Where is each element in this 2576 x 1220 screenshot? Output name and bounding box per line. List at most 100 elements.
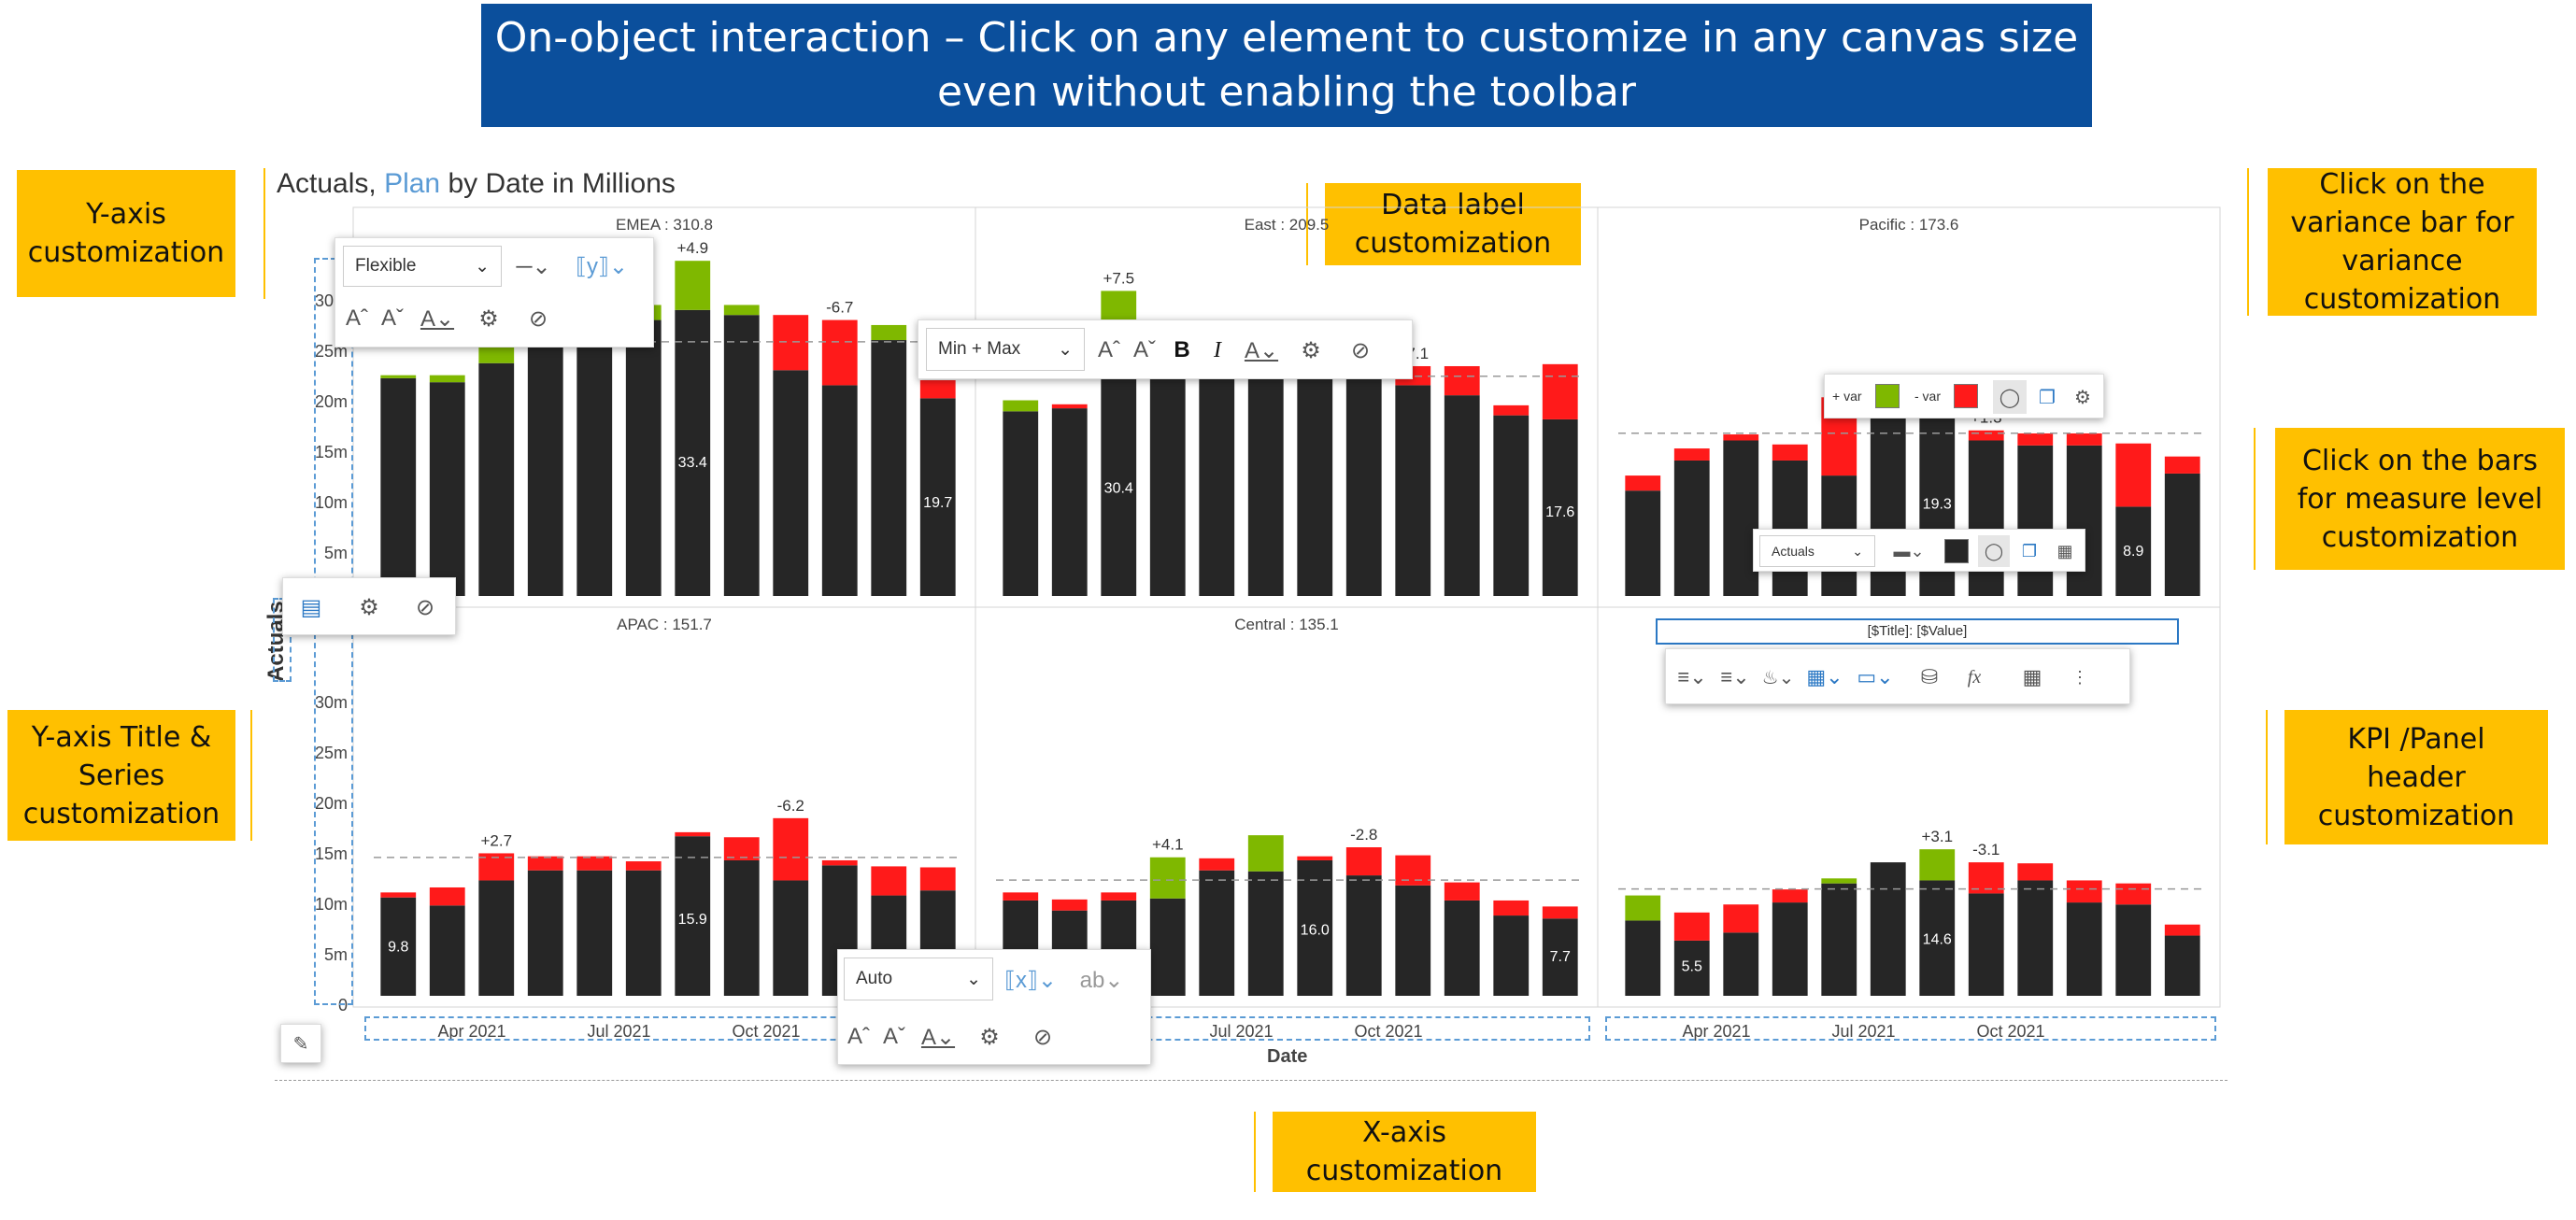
negative-variance-bar[interactable]	[1723, 434, 1759, 441]
actual-bar[interactable]	[1101, 365, 1137, 596]
actual-bar[interactable]	[625, 870, 662, 996]
actual-bar[interactable]	[1247, 365, 1284, 596]
positive-variance-bar[interactable]	[429, 375, 465, 383]
series-icon[interactable]: ▤	[300, 594, 322, 620]
negative-variance-bar[interactable]	[1625, 475, 1661, 491]
negative-variance-bar[interactable]	[380, 892, 417, 898]
variance-data-label[interactable]: +4.1	[1152, 836, 1184, 854]
negative-variance-bar[interactable]	[919, 867, 956, 891]
variance-data-label[interactable]: -6.2	[777, 797, 804, 815]
ruler-icon[interactable]: ─⌄	[516, 253, 551, 279]
panel-title[interactable]: Central : 135.1	[1234, 616, 1339, 633]
negative-variance-bar[interactable]	[1772, 889, 1808, 903]
actual-bar[interactable]	[675, 836, 711, 996]
actual-bar[interactable]	[1395, 885, 1431, 996]
actual-bar[interactable]	[1493, 415, 1530, 596]
negative-variance-bar[interactable]	[1542, 906, 1578, 919]
negative-variance-bar[interactable]	[821, 859, 858, 866]
variance-data-label[interactable]: +4.9	[676, 239, 708, 257]
actual-bar[interactable]	[576, 336, 613, 596]
negative-variance-bar[interactable]	[1542, 363, 1578, 419]
actual-bar[interactable]	[2066, 445, 2102, 596]
positive-variance-bar[interactable]	[1149, 857, 1186, 899]
actual-bar[interactable]	[2164, 473, 2200, 596]
negative-variance-bar[interactable]	[2115, 443, 2152, 507]
drag-handle-icon[interactable]: ⋮	[2071, 667, 2088, 687]
negative-variance-bar[interactable]	[675, 831, 711, 837]
negative-variance-bar[interactable]	[919, 380, 956, 399]
actual-bar[interactable]	[919, 398, 956, 596]
actual-bar[interactable]	[380, 897, 417, 996]
positive-variance-bar[interactable]	[380, 375, 417, 378]
formula-icon[interactable]: fx	[1967, 666, 1982, 688]
bar-value-label[interactable]: 7.7	[1550, 949, 1571, 965]
positive-variance-bar[interactable]	[723, 305, 760, 316]
positive-variance-bar[interactable]	[675, 261, 711, 310]
x-tick-label[interactable]: Oct 2021	[1354, 1022, 1422, 1041]
actual-bar[interactable]	[1199, 870, 1235, 996]
actual-bar[interactable]	[1345, 365, 1382, 596]
actual-bar[interactable]	[1625, 920, 1661, 996]
variance-data-label[interactable]: +2.7	[480, 831, 512, 849]
negative-variance-bar[interactable]	[1673, 912, 1710, 941]
font-color-icon[interactable]: A⌄	[1244, 337, 1279, 363]
bar-value-label[interactable]: 30.4	[1104, 480, 1133, 496]
copy-format-icon[interactable]: ❐	[2039, 387, 2056, 408]
bar-value-label[interactable]: 15.9	[678, 912, 707, 928]
negative-variance-bar[interactable]	[1723, 904, 1759, 933]
negative-variance-bar[interactable]	[576, 856, 613, 871]
negative-variance-bar[interactable]	[1395, 855, 1431, 886]
hide-icon[interactable]: ⊘	[1032, 1024, 1053, 1050]
actual-bar[interactable]	[1149, 370, 1186, 596]
panel-title[interactable]: East : 209.5	[1245, 216, 1330, 234]
actual-bar[interactable]	[2115, 904, 2152, 996]
positive-variance-bar[interactable]	[1919, 849, 1956, 881]
negative-variance-bar[interactable]	[2164, 456, 2200, 474]
x-tick-label[interactable]: Jul 2021	[587, 1022, 650, 1041]
hide-icon[interactable]: ⊘	[415, 594, 435, 620]
chart-title[interactable]: Actuals, Plan by Date in Millions	[277, 168, 676, 200]
x-tick-label[interactable]: Oct 2021	[732, 1022, 800, 1041]
bar-value-label[interactable]: 17.6	[1545, 504, 1574, 520]
negative-variance-bar[interactable]	[2164, 924, 2200, 936]
negative-variance-bar[interactable]	[1051, 899, 1088, 911]
negative-variance-bar[interactable]	[1493, 404, 1530, 416]
actual-bar[interactable]	[1968, 893, 2004, 996]
negative-variance-bar[interactable]	[773, 817, 809, 881]
actual-bar[interactable]	[576, 870, 613, 996]
actual-bar[interactable]	[527, 340, 563, 596]
actual-bar[interactable]	[478, 362, 515, 596]
y-axis-mode-select[interactable]: Flexible ⌄	[343, 246, 502, 287]
actual-bar[interactable]	[1003, 411, 1039, 596]
negative-variance-bar[interactable]	[625, 861, 662, 871]
border-icon[interactable]: ▦⌄	[1806, 665, 1843, 688]
panel-title[interactable]: Pacific : 173.6	[1859, 216, 1959, 234]
bar-value-label[interactable]: 8.9	[2123, 544, 2143, 560]
edit-chart-icon[interactable]: ✎	[280, 1024, 321, 1063]
gear-icon[interactable]: ⚙	[478, 305, 499, 332]
variance-data-label[interactable]: -2.8	[1350, 826, 1377, 844]
actual-bar[interactable]	[1673, 460, 1710, 596]
actual-bar[interactable]	[1395, 385, 1431, 596]
x-axis-mode-select[interactable]: Auto ⌄	[844, 958, 993, 1000]
actual-bar[interactable]	[1345, 875, 1382, 996]
variance-data-label[interactable]: +3.1	[1921, 828, 1953, 845]
positive-variance-bar[interactable]	[1247, 835, 1284, 872]
actual-bar[interactable]	[2017, 445, 2054, 596]
actual-bar[interactable]	[1297, 859, 1333, 996]
gear-icon[interactable]: ⚙	[2074, 387, 2091, 408]
negative-variance-bar[interactable]	[723, 837, 760, 860]
image-settings-icon[interactable]: ▦	[2057, 541, 2073, 560]
align-left-icon[interactable]: ≡⌄	[1677, 665, 1707, 688]
actual-bar[interactable]	[1968, 440, 2004, 596]
actual-bar[interactable]	[1247, 871, 1284, 996]
actual-bar[interactable]	[1870, 862, 1906, 996]
negative-variance-bar[interactable]	[1772, 444, 1808, 461]
x-tick-label[interactable]: Oct 2021	[1976, 1022, 2044, 1041]
x-tick-label[interactable]: Apr 2021	[1682, 1022, 1750, 1041]
actual-bar[interactable]	[1444, 395, 1480, 596]
actual-bar[interactable]	[1297, 365, 1333, 596]
data-label-mode-select[interactable]: Min + Max ⌄	[926, 328, 1085, 371]
panel-frame[interactable]	[1597, 606, 2221, 1008]
